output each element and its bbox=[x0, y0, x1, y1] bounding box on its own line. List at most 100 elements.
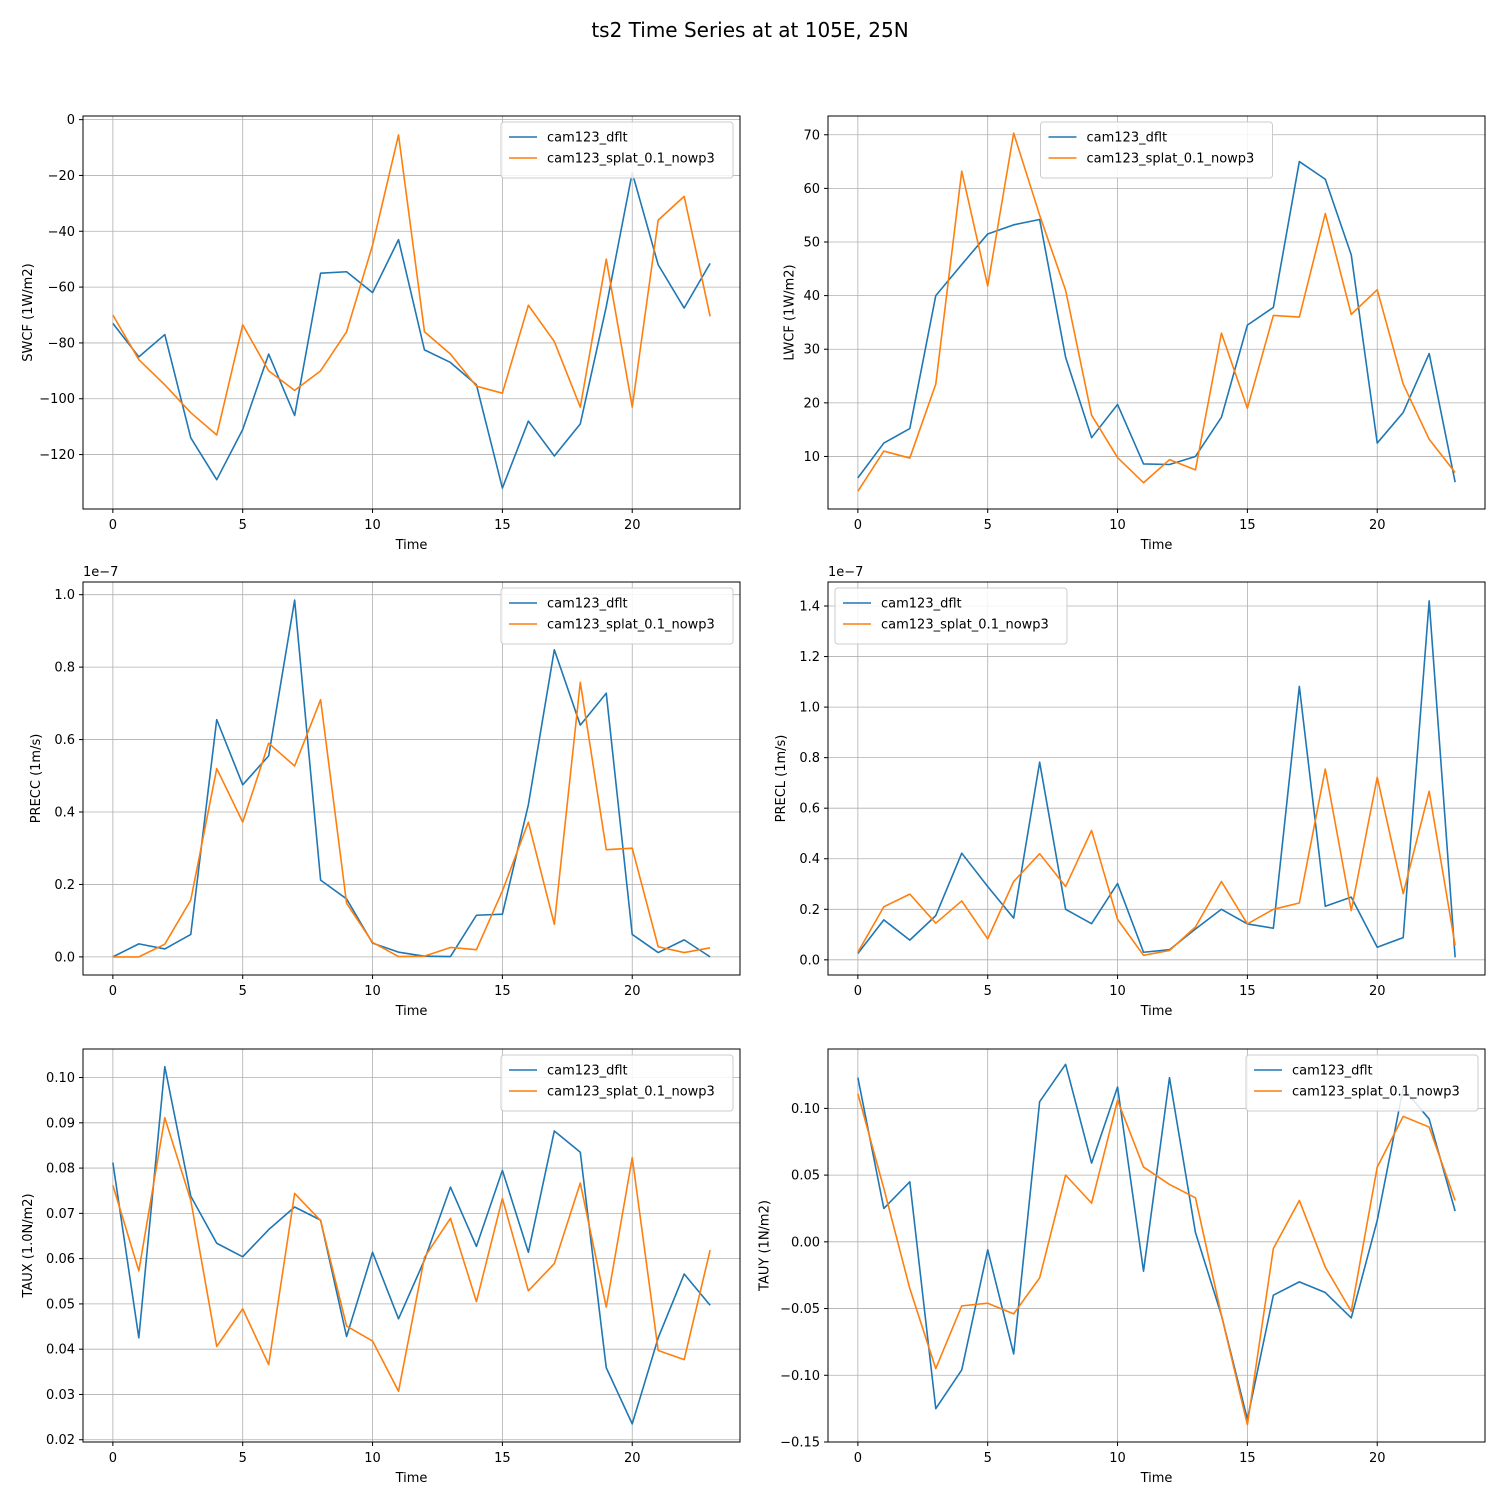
x-tick-label: 15 bbox=[494, 984, 511, 999]
x-tick-label: 10 bbox=[364, 518, 381, 533]
y-tick-label: 0.02 bbox=[46, 1433, 75, 1448]
y-tick-label: −40 bbox=[48, 225, 75, 240]
axes-frame bbox=[827, 581, 1486, 976]
x-tick-label: 10 bbox=[364, 1451, 381, 1466]
legend-frame bbox=[500, 121, 734, 179]
y-tick-label: 0.05 bbox=[791, 1169, 820, 1184]
y-tick-label: −120 bbox=[39, 448, 75, 463]
x-tick-label: 0 bbox=[109, 518, 117, 533]
legend-frame bbox=[834, 587, 1068, 645]
legend-label: cam123_splat_0.1_nowp3 bbox=[547, 152, 715, 167]
y-tick-label: −0.05 bbox=[780, 1302, 820, 1317]
y-tick-label: 0.05 bbox=[46, 1297, 75, 1312]
y-tick-label: 0.08 bbox=[46, 1162, 75, 1177]
figure-title: ts2 Time Series at at 105E, 25N bbox=[591, 18, 908, 42]
subplot-5: 0 5 10 15 20 −0.15 −0.10 −0.05 0.00 0.05 0.10 Time T… bbox=[758, 1048, 1486, 1486]
x-tick-label: 15 bbox=[1239, 984, 1256, 999]
y-tick-label: 20 bbox=[803, 396, 820, 411]
x-axis-label: Time bbox=[395, 1471, 428, 1486]
x-axis-label: Time bbox=[1140, 1004, 1173, 1019]
legend-frame bbox=[1245, 1054, 1479, 1112]
series-line-cam123-splat-0-1-nowp3 bbox=[857, 132, 1456, 492]
y-tick-label: 1.2 bbox=[799, 650, 820, 665]
x-tick-label: 15 bbox=[1239, 518, 1256, 533]
subplot-0: 0 5 10 15 20 −120 −100 −80 −60 −40 −20 0 Time SWCF (1… bbox=[21, 113, 741, 553]
legend-label: cam123_splat_0.1_nowp3 bbox=[1292, 1085, 1460, 1100]
y-tick-label: 0.2 bbox=[54, 878, 75, 893]
y-tick-label: 60 bbox=[803, 182, 820, 197]
legend-label: cam123_dflt bbox=[881, 597, 962, 612]
legend-label: cam123_splat_0.1_nowp3 bbox=[1087, 152, 1255, 167]
legend-label: cam123_splat_0.1_nowp3 bbox=[881, 618, 1049, 633]
legend-label: cam123_dflt bbox=[1292, 1064, 1373, 1079]
y-tick-label: 1.0 bbox=[799, 701, 820, 716]
x-axis-label: Time bbox=[1140, 1471, 1173, 1486]
series-line-cam123-splat-0-1-nowp3 bbox=[857, 1093, 1456, 1426]
series-line-cam123-splat-0-1-nowp3 bbox=[112, 1117, 711, 1393]
y-tick-label: 1.0 bbox=[54, 588, 75, 603]
x-axis-label: Time bbox=[1140, 538, 1173, 553]
legend: cam123_dflt cam123_splat_0.1_nowp3 bbox=[500, 587, 734, 645]
x-tick-label: 0 bbox=[854, 518, 862, 533]
y-tick-label: 0.0 bbox=[799, 953, 820, 968]
x-tick-label: 5 bbox=[239, 1451, 247, 1466]
y-tick-label: −0.10 bbox=[780, 1369, 820, 1384]
y-axis-label: LWCF (1W/m2) bbox=[782, 264, 797, 360]
x-tick-label: 20 bbox=[1369, 1451, 1386, 1466]
y-tick-label: 10 bbox=[803, 450, 820, 465]
y-tick-label: −80 bbox=[48, 336, 75, 351]
y-tick-label: 0.00 bbox=[791, 1235, 820, 1250]
y-axis-label: TAUX (1.0N/m2) bbox=[21, 1193, 36, 1298]
y-tick-label: −60 bbox=[48, 281, 75, 296]
legend: cam123_dflt cam123_splat_0.1_nowp3 bbox=[1245, 1054, 1479, 1112]
y-tick-label: −20 bbox=[48, 169, 75, 184]
y-tick-label: 0.06 bbox=[46, 1252, 75, 1267]
series-line-cam123-dflt bbox=[857, 600, 1456, 958]
x-tick-label: 20 bbox=[624, 984, 641, 999]
x-tick-label: 0 bbox=[109, 1451, 117, 1466]
x-tick-label: 5 bbox=[984, 518, 992, 533]
axes-frame bbox=[82, 1048, 741, 1443]
legend-frame bbox=[500, 587, 734, 645]
legend: cam123_dflt cam123_splat_0.1_nowp3 bbox=[500, 121, 734, 179]
series-line-cam123-splat-0-1-nowp3 bbox=[112, 681, 711, 958]
subplot-1: 0 5 10 15 20 10 20 30 40 50 60 70 Time LWCF (1W/m2) ca… bbox=[782, 115, 1486, 553]
y-tick-label: 0.10 bbox=[46, 1071, 75, 1086]
x-tick-label: 20 bbox=[1369, 984, 1386, 999]
y-tick-label: 0.8 bbox=[799, 751, 820, 766]
y-axis-label: PRECC (1m/s) bbox=[29, 734, 44, 824]
y-tick-label: 70 bbox=[803, 128, 820, 143]
y-axis-label: PRECL (1m/s) bbox=[774, 735, 789, 823]
y-tick-label: 0.04 bbox=[46, 1343, 75, 1358]
y-tick-label: 0 bbox=[67, 113, 75, 128]
axes-frame bbox=[827, 1048, 1486, 1443]
series-line-cam123-dflt bbox=[857, 160, 1456, 483]
x-tick-label: 15 bbox=[494, 1451, 511, 1466]
y-tick-label: 1.4 bbox=[799, 600, 820, 615]
y-tick-label: 0.03 bbox=[46, 1388, 75, 1403]
y-tick-label: −100 bbox=[39, 392, 75, 407]
legend: cam123_dflt cam123_splat_0.1_nowp3 bbox=[834, 587, 1068, 645]
x-tick-label: 20 bbox=[624, 1451, 641, 1466]
y-tick-label: 50 bbox=[803, 235, 820, 250]
subplot-2: 0 5 10 15 20 0.0 0.2 0.4 0.6 0.8 1.0 1e−7 Time PRECC … bbox=[29, 565, 741, 1019]
x-tick-label: 20 bbox=[624, 518, 641, 533]
axes-frame bbox=[82, 115, 741, 510]
x-tick-label: 0 bbox=[854, 984, 862, 999]
y-tick-label: 0.0 bbox=[54, 950, 75, 965]
x-axis-label: Time bbox=[395, 1004, 428, 1019]
series-line-cam123-splat-0-1-nowp3 bbox=[112, 134, 711, 436]
legend: cam123_dflt cam123_splat_0.1_nowp3 bbox=[1040, 121, 1273, 179]
y-tick-label: −0.15 bbox=[780, 1436, 820, 1451]
legend-frame bbox=[1040, 121, 1273, 179]
x-tick-label: 10 bbox=[364, 984, 381, 999]
x-tick-label: 10 bbox=[1109, 518, 1126, 533]
x-tick-label: 5 bbox=[984, 984, 992, 999]
y-tick-label: 0.2 bbox=[799, 903, 820, 918]
series-line-cam123-dflt bbox=[112, 599, 711, 958]
y-tick-label: 30 bbox=[803, 343, 820, 358]
y-offset-text: 1e−7 bbox=[83, 565, 118, 580]
y-tick-label: 0.4 bbox=[54, 806, 75, 821]
